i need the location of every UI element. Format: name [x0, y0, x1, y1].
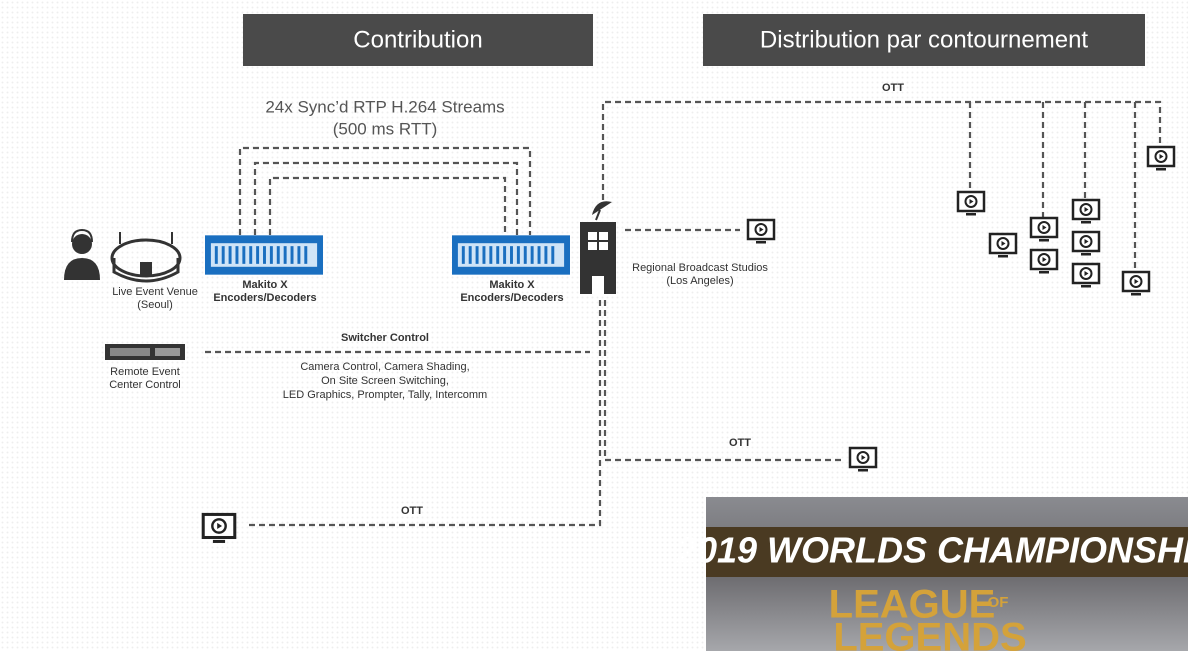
header-title: Distribution par contournement: [760, 26, 1089, 53]
edge-label: OTT: [729, 437, 751, 449]
control-device: [105, 344, 185, 360]
encoder: [205, 235, 323, 274]
edge-label: On Site Screen Switching,: [321, 375, 449, 387]
streams-label: 24x Sync’d RTP H.264 Streams: [265, 97, 504, 116]
edge-label: OTT: [882, 82, 904, 94]
node-label: Encoders/Decoders: [213, 292, 316, 304]
node-label: (Seoul): [137, 299, 172, 311]
node-label: Remote Event: [110, 366, 180, 378]
node-label: Encoders/Decoders: [460, 292, 563, 304]
streams-label: (500 ms RTT): [333, 119, 438, 138]
node-label: Makito X: [489, 279, 535, 291]
edge-label: LED Graphics, Prompter, Tally, Intercomm: [283, 389, 487, 401]
encoder: [452, 235, 570, 274]
header-title: Contribution: [353, 26, 482, 53]
node-label: Regional Broadcast Studios: [632, 262, 768, 274]
diagram: Contribution Distribution par contournem…: [0, 0, 1188, 651]
edge-label: Switcher Control: [341, 332, 429, 344]
node-label: Live Event Venue: [112, 286, 198, 298]
banner-logo: LEGENDS: [833, 616, 1026, 651]
banner-logo: OF: [988, 594, 1009, 611]
node-label: (Los Angeles): [666, 275, 733, 287]
edge-label: Camera Control, Camera Shading,: [300, 361, 469, 373]
node-label: Center Control: [109, 379, 181, 391]
edge-label: OTT: [401, 505, 423, 517]
node-label: Makito X: [242, 279, 288, 291]
banner-title: 2019 WORLDS CHAMPIONSHIP: [676, 530, 1188, 571]
event-banner: 2019 WORLDS CHAMPIONSHIP LEAGUE OF LEGEN…: [676, 497, 1188, 651]
